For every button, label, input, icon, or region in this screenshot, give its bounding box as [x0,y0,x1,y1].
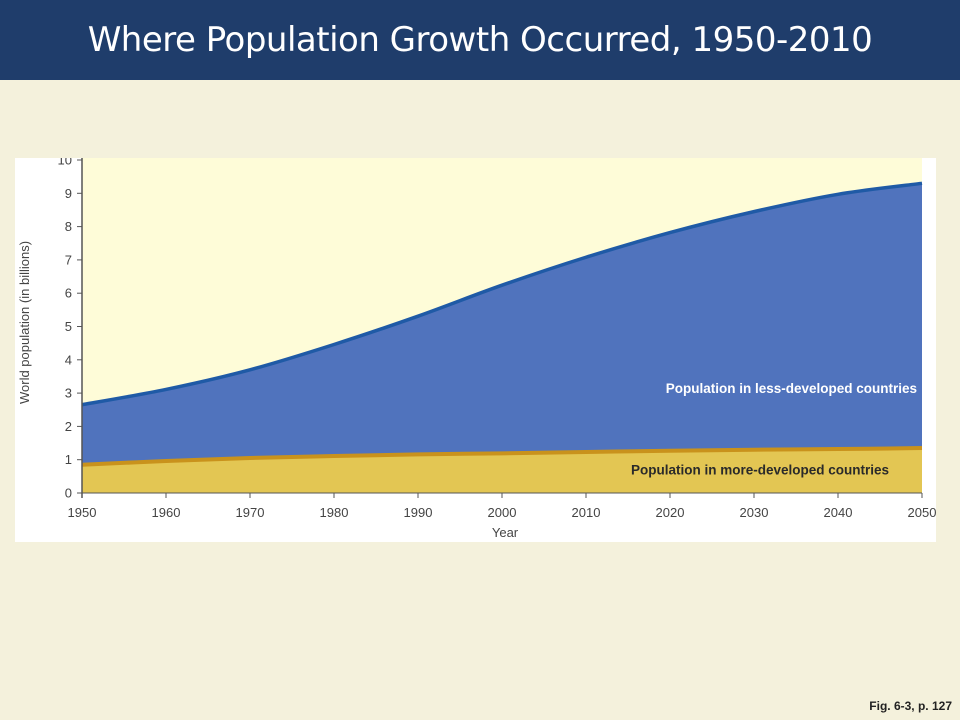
y-tick-label: 4 [65,352,72,367]
more-developed-area [82,448,922,493]
x-axis-ticks: 1950 1960 1970 1980 1990 2000 2010 2020 2030 2040… [68,493,936,520]
more-developed-boundary-line [81,446,923,467]
less-developed-area [82,183,922,493]
more-developed-series-label: Population in more-developed countries [631,463,889,478]
x-tick-label: 1960 [152,505,181,520]
x-axis-label: Year [492,525,519,540]
x-tick-label: 1990 [404,505,433,520]
x-tick-label: 1950 [68,505,97,520]
x-tick-label: 1970 [236,505,265,520]
y-tick-label: 3 [65,386,72,401]
figure-reference: Fig. 6-3, p. 127 [869,699,952,713]
y-tick-label: 8 [65,219,72,234]
y-tick-label: 0 [65,486,72,501]
less-developed-boundary-line [81,181,923,407]
x-tick-label: 2050 [908,505,936,520]
y-tick-label: 6 [65,286,72,301]
y-tick-label: 2 [65,419,72,434]
chart-panel: 0 1 2 3 4 5 6 7 8 9 10 1950 1960 1970 1980 1990 2000 201… [15,158,936,542]
y-tick-label: 10 [58,158,72,168]
x-tick-label: 1980 [320,505,349,520]
y-tick-label: 1 [65,452,72,467]
y-tick-label: 9 [65,186,72,201]
y-axis-label: World population (in billions) [17,241,32,404]
x-tick-label: 2010 [572,505,601,520]
y-tick-label: 7 [65,252,72,267]
x-tick-label: 2020 [656,505,685,520]
x-tick-label: 2040 [824,505,853,520]
x-tick-label: 2000 [488,505,517,520]
population-area-chart: 0 1 2 3 4 5 6 7 8 9 10 1950 1960 1970 1980 1990 2000 201… [17,158,936,540]
x-tick-label: 2030 [740,505,769,520]
y-axis-ticks: 0 1 2 3 4 5 6 7 8 9 10 [58,158,82,501]
less-developed-series-label: Population in less-developed countries [666,381,917,396]
slide-title: Where Population Growth Occurred, 1950-2… [87,20,873,60]
title-bar: Where Population Growth Occurred, 1950-2… [0,0,960,80]
y-tick-label: 5 [65,319,72,334]
